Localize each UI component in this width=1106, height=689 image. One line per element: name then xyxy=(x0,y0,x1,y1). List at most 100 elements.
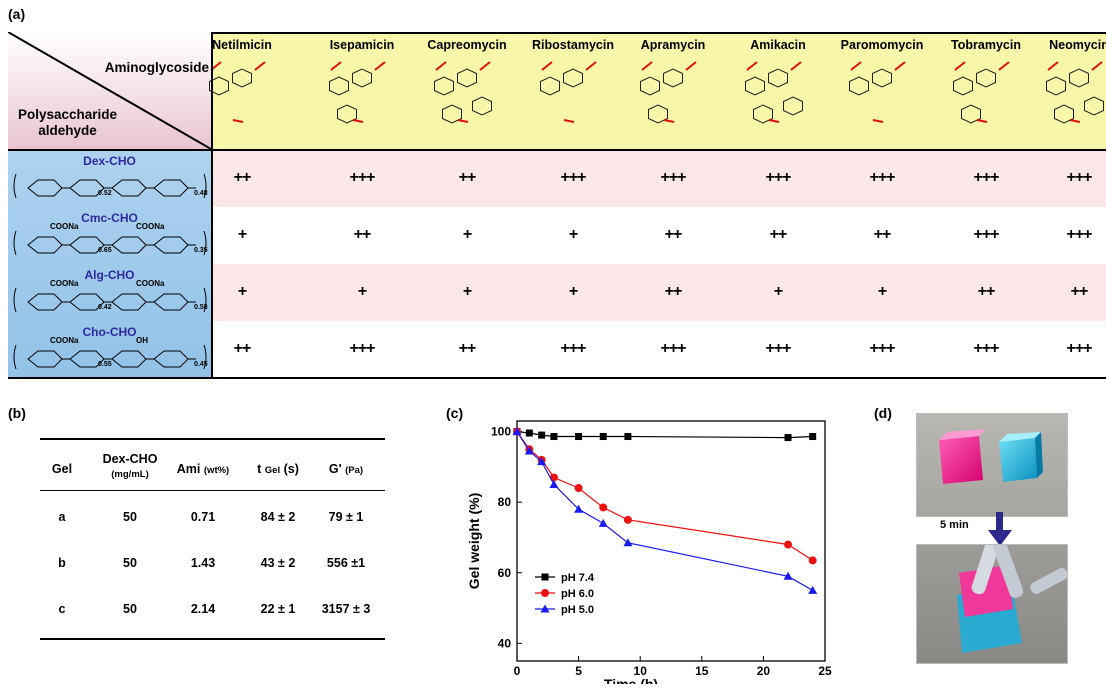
gelation-cell: +++ xyxy=(1066,169,1092,186)
header-ami: Ami (wt%) xyxy=(177,462,229,476)
series-line-ph-7-4 xyxy=(516,431,813,439)
pink-cube-top xyxy=(939,429,985,440)
data-point-ph-7-4 xyxy=(550,433,558,441)
data-point-ph-6-0 xyxy=(623,515,632,524)
gelation-cell: ++ xyxy=(664,226,683,243)
subscript-left: 0.52 xyxy=(98,190,112,197)
gelation-cell: ++ xyxy=(873,226,892,243)
gelation-cell: +++ xyxy=(973,169,999,186)
blue-cube xyxy=(999,438,1037,482)
substituent-label: COONa xyxy=(50,222,79,231)
table-b-cell-dex: 50 xyxy=(123,556,137,570)
column-header-neomycin: Neomycin xyxy=(1049,38,1106,52)
blue-cube-side xyxy=(1035,432,1043,478)
table-border-header xyxy=(8,149,1106,151)
polysaccharide-structure-icon xyxy=(13,173,207,199)
column-header-apramycin: Apramycin xyxy=(640,38,706,52)
x-tick-label: 0 xyxy=(514,664,521,678)
table-b-cell-gel: c xyxy=(58,602,66,616)
header-gel: Gel xyxy=(51,462,73,476)
gelation-cell: +++ xyxy=(349,169,375,186)
time-label: 5 min xyxy=(940,519,969,531)
gelation-cell: + xyxy=(773,283,783,300)
subscript-right: 0.45 xyxy=(194,361,208,368)
molecule-structure-icon xyxy=(953,61,1010,124)
y-tick-label: 80 xyxy=(498,495,512,509)
gelation-cell: +++ xyxy=(660,340,686,357)
gelation-cell: +++ xyxy=(1066,226,1092,243)
substituent-label: OH xyxy=(136,336,148,345)
gelation-cell: +++ xyxy=(973,340,999,357)
data-point-ph-7-4 xyxy=(624,433,632,441)
table-b-cell-ami: 1.43 xyxy=(190,556,216,570)
pink-cube xyxy=(939,436,983,484)
subscript-right: 0.58 xyxy=(194,304,208,311)
gelation-cell: ++ xyxy=(233,169,252,186)
table-row xyxy=(213,264,1106,321)
column-header-capreomycin: Capreomycin xyxy=(427,38,507,52)
substituent-label: COONa xyxy=(50,279,79,288)
header-t-label: t xyxy=(257,462,262,476)
molecule-structure-icon xyxy=(640,61,697,124)
gelation-cell: + xyxy=(237,226,247,243)
molecule-structure-icon xyxy=(434,61,492,124)
data-point-ph-6-0 xyxy=(784,540,793,549)
corner-diagonal xyxy=(8,32,211,149)
data-point-ph-5-0 xyxy=(808,585,818,594)
chart-svg: 0 5 10 15 20 25 40 60 80 100 Time (h) Gel weight (%… xyxy=(466,420,832,689)
legend-marker-ph-6-0 xyxy=(541,589,549,597)
gelation-cell: ++ xyxy=(769,226,788,243)
gelation-cell: +++ xyxy=(560,169,586,186)
data-point-ph-7-4 xyxy=(809,433,817,441)
legend-label-ph-5-0: pH 5.0 xyxy=(561,604,594,616)
hydrogel-photo-before xyxy=(916,413,1068,517)
data-point-ph-7-4 xyxy=(599,433,607,441)
table-b-cell-t: 84 ± 2 xyxy=(260,510,296,524)
polysaccharide-name-alg-cho: Alg-CHO xyxy=(84,268,135,282)
gelation-cell: +++ xyxy=(869,169,895,186)
gelation-cell: ++ xyxy=(233,340,252,357)
gelation-cell: ++ xyxy=(1070,283,1089,300)
series-line-ph-5-0 xyxy=(516,431,813,591)
header-t-unit: (s) xyxy=(283,462,299,476)
table-border-bottom xyxy=(8,377,1106,379)
molecule-structure-icon xyxy=(540,61,597,123)
table-b-cell-t: 43 ± 2 xyxy=(260,556,296,570)
header-storage-modulus: G' (Pa) xyxy=(329,462,363,476)
data-point-ph-5-0 xyxy=(524,446,534,455)
merged-hydrogel-illustration xyxy=(957,535,1068,653)
x-axis-label: Time (h) xyxy=(604,676,658,684)
gelation-matrix-table: Aminoglycoside Polysaccharide aldehyde N… xyxy=(8,32,1106,379)
gelation-cell: + xyxy=(462,226,472,243)
polysaccharide-structure-icon xyxy=(13,287,207,313)
gelation-cell: +++ xyxy=(560,340,586,357)
gelation-cell: + xyxy=(462,283,472,300)
molecule-structure-icon xyxy=(209,61,266,123)
blue-cube-top xyxy=(999,432,1041,442)
column-header-paromomycin: Paromomycin xyxy=(840,38,924,52)
table-b-cell-g: 79 ± 1 xyxy=(328,510,364,524)
table-b-rule-bottom xyxy=(40,638,385,640)
column-header-ribostamycin: Ribostamycin xyxy=(532,38,614,52)
x-tick-label: 5 xyxy=(575,664,582,678)
legend-marker-ph-7-4 xyxy=(541,573,549,581)
table-b-rule-top xyxy=(40,438,385,440)
data-point-ph-7-4 xyxy=(525,429,533,437)
header-g-label: G' xyxy=(328,462,342,476)
substituent-label: COONa xyxy=(136,222,165,231)
tweezer-right xyxy=(992,540,1024,598)
gelation-cell: + xyxy=(357,283,367,300)
polysaccharide-header-line1: Polysaccharide xyxy=(18,107,118,122)
table-row xyxy=(213,207,1106,264)
data-point-ph-5-0 xyxy=(549,480,559,489)
header-dex-unit: (mg/mL) xyxy=(111,469,149,480)
table-border-vertical xyxy=(211,32,213,379)
molecule-structure-icon xyxy=(329,61,386,124)
table-b-cell-t: 22 ± 1 xyxy=(260,602,296,616)
x-tick-label: 25 xyxy=(818,664,832,678)
gelation-cell: ++ xyxy=(458,340,477,357)
table-b-cell-dex: 50 xyxy=(123,602,137,616)
arrow-down-icon xyxy=(988,512,1012,546)
gelation-cell: + xyxy=(568,283,578,300)
table-border-top xyxy=(213,32,1106,34)
